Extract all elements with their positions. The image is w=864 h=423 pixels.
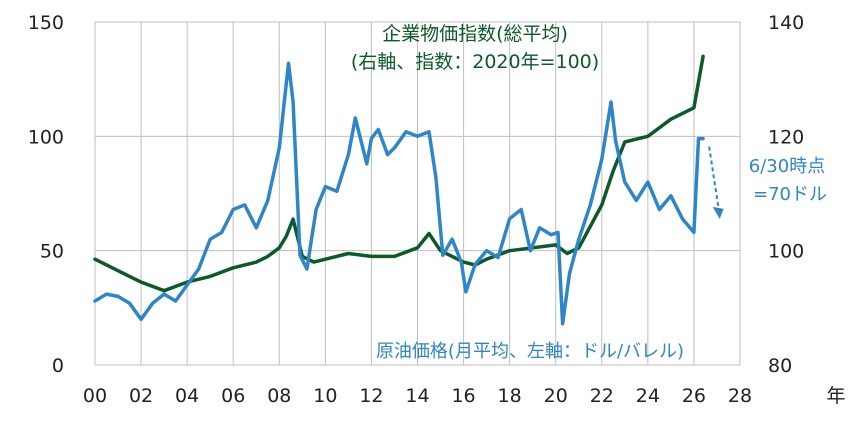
left-tick-label: 0	[52, 355, 64, 377]
x-tick-label: 06	[221, 385, 245, 407]
left-axis-ticks: 0 50 100 150	[28, 12, 64, 377]
x-tick-label: 16	[451, 385, 475, 407]
left-tick-label: 150	[28, 12, 64, 34]
x-axis-unit-label: 年	[826, 385, 845, 407]
oil-series-label: 原油価格(月平均、左軸：ドル/バレル)	[376, 341, 684, 362]
x-tick-label: 14	[405, 385, 429, 407]
x-axis-ticks: 00 02 04 06 08 10 12 14 16 18 20 22 24 26 28	[83, 385, 752, 407]
callout-line-1: 6/30時点	[749, 156, 825, 177]
x-tick-label: 12	[359, 385, 383, 407]
series-layer	[93, 54, 705, 326]
right-tick-label: 100	[768, 241, 804, 263]
right-tick-label: 120	[768, 126, 804, 148]
left-tick-label: 50	[40, 241, 64, 263]
right-tick-label: 140	[768, 12, 804, 34]
gridlines	[94, 21, 741, 366]
x-tick-label: 08	[267, 385, 291, 407]
callout-arrow	[708, 146, 720, 210]
x-tick-label: 20	[544, 385, 568, 407]
x-tick-label: 24	[636, 385, 660, 407]
cgpi-series-label-line-1: 企業物価指数(総平均)	[382, 23, 568, 45]
x-tick-label: 02	[129, 385, 153, 407]
x-tick-label: 10	[313, 385, 337, 407]
x-tick-label: 00	[83, 385, 107, 407]
cgpi-series-line	[93, 54, 705, 293]
x-tick-label: 28	[728, 385, 752, 407]
x-tick-label: 04	[175, 385, 199, 407]
oil-series-line	[93, 61, 705, 326]
right-tick-label: 80	[768, 355, 792, 377]
callout-line-2: =70ドル	[753, 184, 827, 205]
x-tick-label: 26	[682, 385, 706, 407]
x-tick-label: 22	[590, 385, 614, 407]
cgpi-series-label-line-2: (右軸、指数：2020年=100)	[351, 51, 599, 73]
x-tick-label: 18	[498, 385, 522, 407]
right-axis-ticks: 80 100 120 140	[768, 12, 804, 377]
left-tick-label: 100	[28, 126, 64, 148]
callout-arrowhead	[712, 206, 724, 219]
